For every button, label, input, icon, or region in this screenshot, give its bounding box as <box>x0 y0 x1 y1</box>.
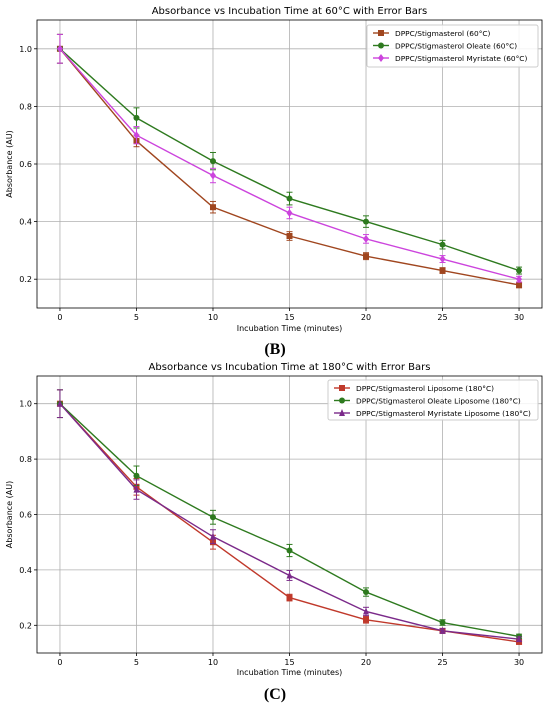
x-axis-label: Incubation Time (minutes) <box>237 324 343 333</box>
panel-label-b: (B) <box>264 341 286 358</box>
chart-title: Absorbance vs Incubation Time at 180°C w… <box>149 362 431 373</box>
x-tick-label: 30 <box>514 658 524 667</box>
chart-1: 0 5 10 15 20 25 30 0.2 0.4 0.6 0.8 1.0 Absorbance vs… <box>5 362 543 677</box>
data-point <box>363 218 370 225</box>
x-tick-label: 15 <box>284 313 294 322</box>
data-point <box>286 208 293 217</box>
data-point <box>209 514 216 521</box>
x-tick-label: 25 <box>437 658 447 667</box>
y-axis-label: Absorbance (AU) <box>5 130 14 197</box>
data-point <box>439 619 446 626</box>
series-2 <box>56 389 523 643</box>
x-tick-label: 15 <box>284 658 294 667</box>
data-point <box>286 571 293 579</box>
data-point <box>516 267 523 274</box>
data-point <box>339 397 345 404</box>
data-point <box>439 241 446 248</box>
data-point <box>209 532 216 540</box>
legend-label: DPPC/Stigmasterol Oleate Liposome (180°C… <box>356 397 521 406</box>
data-point <box>516 635 523 643</box>
data-point <box>133 131 140 140</box>
data-point <box>439 626 446 634</box>
data-point <box>439 255 446 264</box>
data-point <box>286 547 293 554</box>
x-tick-label: 30 <box>514 313 524 322</box>
x-tick-label: 10 <box>208 658 218 667</box>
data-point <box>286 195 293 202</box>
data-point <box>363 607 370 615</box>
x-axis-label: Incubation Time (minutes) <box>237 668 343 677</box>
y-tick-label: 0.6 <box>19 160 32 169</box>
data-point <box>339 409 345 416</box>
data-point <box>209 171 216 180</box>
data-point <box>378 30 384 36</box>
x-tick-label: 20 <box>361 658 371 667</box>
legend: DPPC/Stigmasterol Liposome (180°C) DPPC/S… <box>327 379 539 421</box>
data-point <box>363 616 370 623</box>
data-point <box>56 399 63 407</box>
data-point <box>286 594 293 601</box>
data-point <box>209 204 216 211</box>
series-1 <box>56 389 523 640</box>
y-tick-label: 0.8 <box>19 455 32 464</box>
data-point <box>56 44 63 53</box>
data-point <box>516 275 523 284</box>
x-tick-label: 20 <box>361 313 371 322</box>
legend-label: DPPC/Stigmasterol Myristate Liposome (18… <box>356 409 531 418</box>
x-tick-label: 10 <box>208 313 218 322</box>
data-point <box>439 267 446 274</box>
panel-label-c: (C) <box>263 686 287 703</box>
data-point <box>363 253 370 260</box>
legend-box <box>327 379 539 421</box>
data-point <box>363 234 370 243</box>
y-tick-label: 0.8 <box>19 102 32 111</box>
data-point <box>133 472 140 479</box>
x-tick-label: 5 <box>134 313 139 322</box>
y-tick-label: 0.4 <box>19 566 32 575</box>
y-axis-label: Absorbance (AU) <box>5 481 14 548</box>
y-tick-label: 1.0 <box>19 400 32 409</box>
data-point <box>133 485 140 493</box>
series-2 <box>56 33 523 284</box>
data-point <box>339 385 345 391</box>
x-tick-label: 5 <box>134 658 139 667</box>
y-tick-label: 1.0 <box>19 45 32 54</box>
legend-label: DPPC/Stigmasterol Myristate (60°C) <box>395 54 527 63</box>
data-point <box>133 114 140 121</box>
y-tick-label: 0.4 <box>19 218 32 227</box>
x-tick-label: 25 <box>437 313 447 322</box>
data-point <box>378 54 384 62</box>
legend-label: DPPC/Stigmasterol Liposome (180°C) <box>356 384 494 393</box>
legend: DPPC/Stigmasterol (60°C) DPPC/Stigmastero… <box>366 24 539 68</box>
chart-title: Absorbance vs Incubation Time at 60°C wi… <box>152 6 428 17</box>
x-tick-label: 0 <box>57 658 62 667</box>
data-point <box>363 589 370 596</box>
legend-label: DPPC/Stigmasterol Oleate (60°C) <box>395 42 517 51</box>
x-tick-label: 0 <box>57 313 62 322</box>
legend-box <box>366 24 539 68</box>
data-point <box>209 158 216 165</box>
y-tick-label: 0.2 <box>19 621 32 630</box>
y-tick-label: 0.2 <box>19 275 32 284</box>
y-tick-label: 0.6 <box>19 511 32 520</box>
data-point <box>516 281 523 288</box>
data-point <box>378 42 384 49</box>
data-point <box>286 233 293 239</box>
chart-0: 0 5 10 15 20 25 30 0.2 0.4 0.6 0.8 1.0 Absorbance vs… <box>5 6 543 333</box>
legend-label: DPPC/Stigmasterol (60°C) <box>395 29 491 38</box>
